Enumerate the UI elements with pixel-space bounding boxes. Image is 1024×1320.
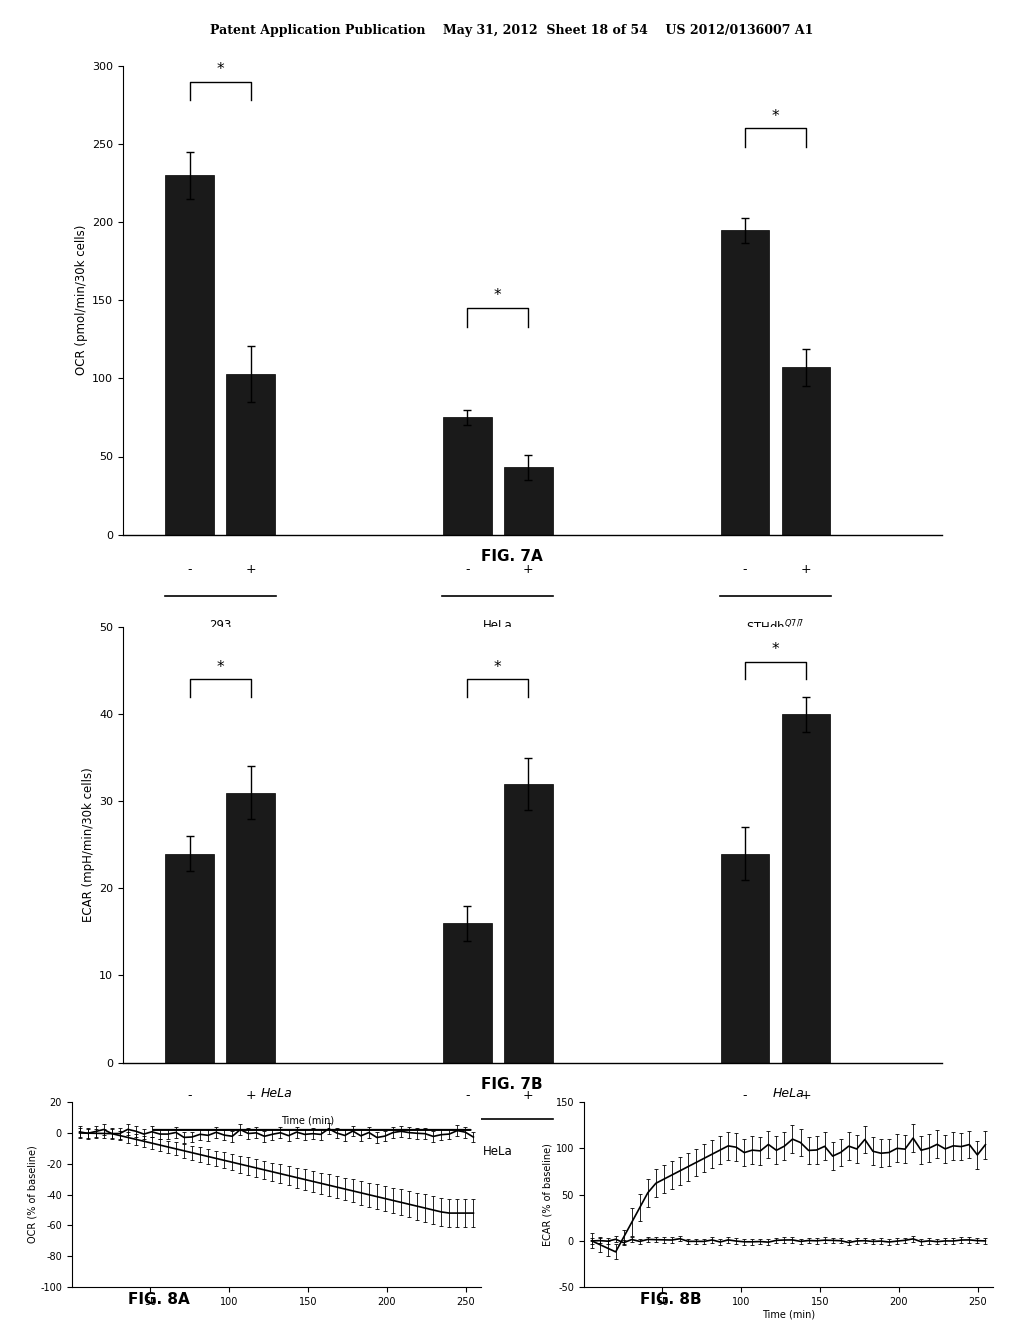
Text: +: +	[246, 1089, 256, 1102]
Text: 293: 293	[209, 619, 231, 632]
Text: *: *	[216, 62, 224, 77]
Y-axis label: OCR (pmol/min/30k cells): OCR (pmol/min/30k cells)	[75, 226, 88, 375]
Text: +: +	[523, 562, 534, 576]
Bar	[443, 417, 492, 535]
Bar	[226, 792, 274, 1063]
Bar	[226, 374, 274, 535]
Text: -: -	[187, 562, 191, 576]
Text: -: -	[742, 562, 748, 576]
Bar	[781, 714, 830, 1063]
Text: +: +	[523, 1089, 534, 1102]
Bar	[443, 923, 492, 1063]
Text: *: *	[216, 660, 224, 675]
Bar	[165, 854, 214, 1063]
Text: Time (min): Time (min)	[282, 1115, 335, 1125]
Text: HeLa: HeLa	[483, 619, 513, 632]
Bar	[165, 176, 214, 535]
Bar	[721, 854, 769, 1063]
Text: FIG. 8A: FIG. 8A	[128, 1292, 189, 1307]
Text: STHdh$^{Q7/7}$: STHdh$^{Q7/7}$	[746, 619, 805, 635]
Bar	[721, 230, 769, 535]
Text: FIG. 7A: FIG. 7A	[481, 549, 543, 564]
Y-axis label: OCR (% of baseline): OCR (% of baseline)	[28, 1146, 37, 1243]
Text: *: *	[772, 643, 779, 657]
Text: +: +	[246, 562, 256, 576]
Bar	[504, 784, 553, 1063]
Y-axis label: ECAR (mpH/min/30k cells): ECAR (mpH/min/30k cells)	[82, 767, 95, 923]
Text: +: +	[801, 562, 811, 576]
Text: -: -	[465, 1089, 469, 1102]
Text: *: *	[494, 660, 502, 675]
Y-axis label: ECAR (% of baseline): ECAR (% of baseline)	[543, 1143, 553, 1246]
Title: HeLa: HeLa	[260, 1086, 293, 1100]
Text: -: -	[187, 1089, 191, 1102]
Bar	[781, 367, 830, 535]
Text: -: -	[742, 1089, 748, 1102]
Title: HeLa: HeLa	[772, 1086, 805, 1100]
X-axis label: Time (min): Time (min)	[762, 1309, 815, 1320]
Text: FIG. 8B: FIG. 8B	[640, 1292, 701, 1307]
Text: +: +	[801, 1089, 811, 1102]
Text: FIG. 7B: FIG. 7B	[481, 1077, 543, 1092]
Text: STHdh$^{Q7/7}$: STHdh$^{Q7/7}$	[746, 1146, 805, 1162]
Text: 293: 293	[209, 1146, 231, 1159]
Text: -: -	[465, 562, 469, 576]
Text: *: *	[772, 108, 779, 124]
Text: HeLa: HeLa	[483, 1146, 513, 1159]
Text: *: *	[494, 289, 502, 304]
Text: Patent Application Publication    May 31, 2012  Sheet 18 of 54    US 2012/013600: Patent Application Publication May 31, 2…	[210, 24, 814, 37]
Bar	[504, 467, 553, 535]
